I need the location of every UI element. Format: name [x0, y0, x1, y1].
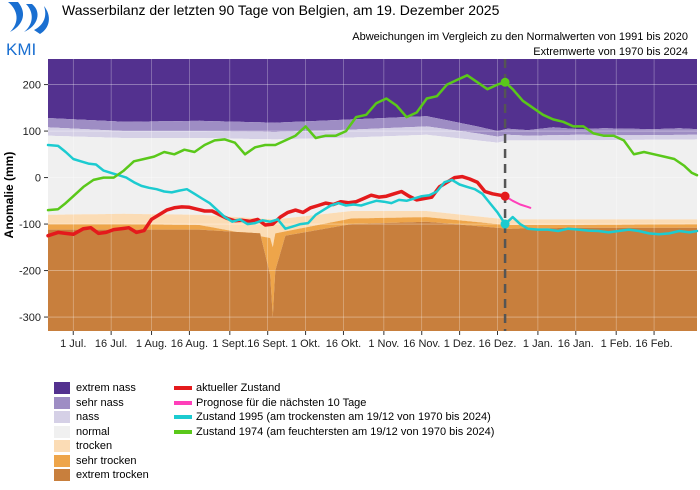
- band-extrem-trocken: [48, 221, 697, 331]
- y-tick-label: -300: [19, 312, 41, 324]
- line-swatch-aktuell: [174, 386, 192, 390]
- swatch-sehr-nass: [54, 396, 70, 409]
- x-tick-label: 1 Nov.: [368, 338, 399, 350]
- band-sehr-trocken: [48, 217, 697, 318]
- x-tick-label: 16 Feb.: [635, 338, 672, 350]
- x-tick-label: 16 Dez.: [479, 338, 517, 350]
- band-sehr-nass: [48, 116, 697, 137]
- band-normal: [48, 134, 697, 220]
- series-layer: [46, 59, 699, 331]
- line-swatch-1995: [174, 415, 192, 419]
- swatch-extrem-nass: [54, 382, 70, 394]
- line-swatch-1974: [174, 429, 192, 434]
- swatch-trocken: [54, 440, 70, 452]
- series-line-prognose: [504, 195, 532, 209]
- series-line-1995: [46, 143, 699, 236]
- y-tick-label: 200: [23, 80, 41, 92]
- x-tick-label: 16 Jan.: [558, 338, 594, 350]
- x-tick-label: 1 Feb.: [601, 338, 632, 350]
- series-line-1974: [46, 74, 699, 212]
- subtitle-extreme-period: Extremwerte von 1970 bis 2024: [533, 46, 688, 58]
- y-tick-label: 100: [23, 126, 41, 138]
- x-tick-label: 1 Jul.: [60, 338, 86, 350]
- today-dot: [500, 219, 510, 229]
- series-line-aktuell: [46, 174, 507, 238]
- subtitle-normal-period: Abweichungen im Vergleich zu den Normalw…: [352, 31, 688, 43]
- x-tick-label: 16 Okt.: [326, 338, 361, 350]
- x-tick-label: 16 Sept.: [247, 338, 288, 350]
- x-tick-label: 1 Okt.: [291, 338, 320, 350]
- page-title: Wasserbilanz der letzten 90 Tage von Bel…: [62, 2, 500, 18]
- band-extrem-nass: [48, 59, 697, 132]
- band-layer: [48, 59, 697, 331]
- x-tick-label: 1 Jan.: [523, 338, 553, 350]
- axis-layer: 200 100 0 -100 -200 -300 1 Jul. 16 Jul. 1 Aug. 16…: [2, 80, 673, 350]
- y-tick-label: -200: [19, 266, 41, 278]
- band-nass: [48, 126, 697, 143]
- x-tick-label: 1 Dez.: [444, 338, 476, 350]
- x-tick-label: 16 Jul.: [95, 338, 127, 350]
- swatch-extrem-trocken: [54, 469, 70, 481]
- band-trocken: [48, 211, 697, 248]
- water-balance-chart: 200 100 0 -100 -200 -300 1 Jul. 16 Jul. 1 Aug. 16…: [2, 59, 699, 350]
- today-dot: [500, 77, 510, 87]
- x-tick-label: 16 Nov.: [403, 338, 440, 350]
- today-dot: [500, 191, 510, 201]
- x-tick-label: 16 Aug.: [171, 338, 208, 350]
- y-tick-label: 0: [35, 173, 41, 185]
- kmi-logo: KMI: [4, 0, 56, 63]
- swatch-sehr-trocken: [54, 454, 70, 467]
- x-tick-label: 1 Sept.: [212, 338, 247, 350]
- y-tick-label: -100: [19, 219, 41, 231]
- line-swatch-prognose: [174, 400, 192, 405]
- svg-text:KMI: KMI: [6, 40, 36, 58]
- swatch-normal: [54, 425, 70, 438]
- swatch-nass: [54, 411, 70, 423]
- y-axis-label: Anomalie (mm): [2, 152, 16, 239]
- x-tick-label: 1 Aug.: [136, 338, 167, 350]
